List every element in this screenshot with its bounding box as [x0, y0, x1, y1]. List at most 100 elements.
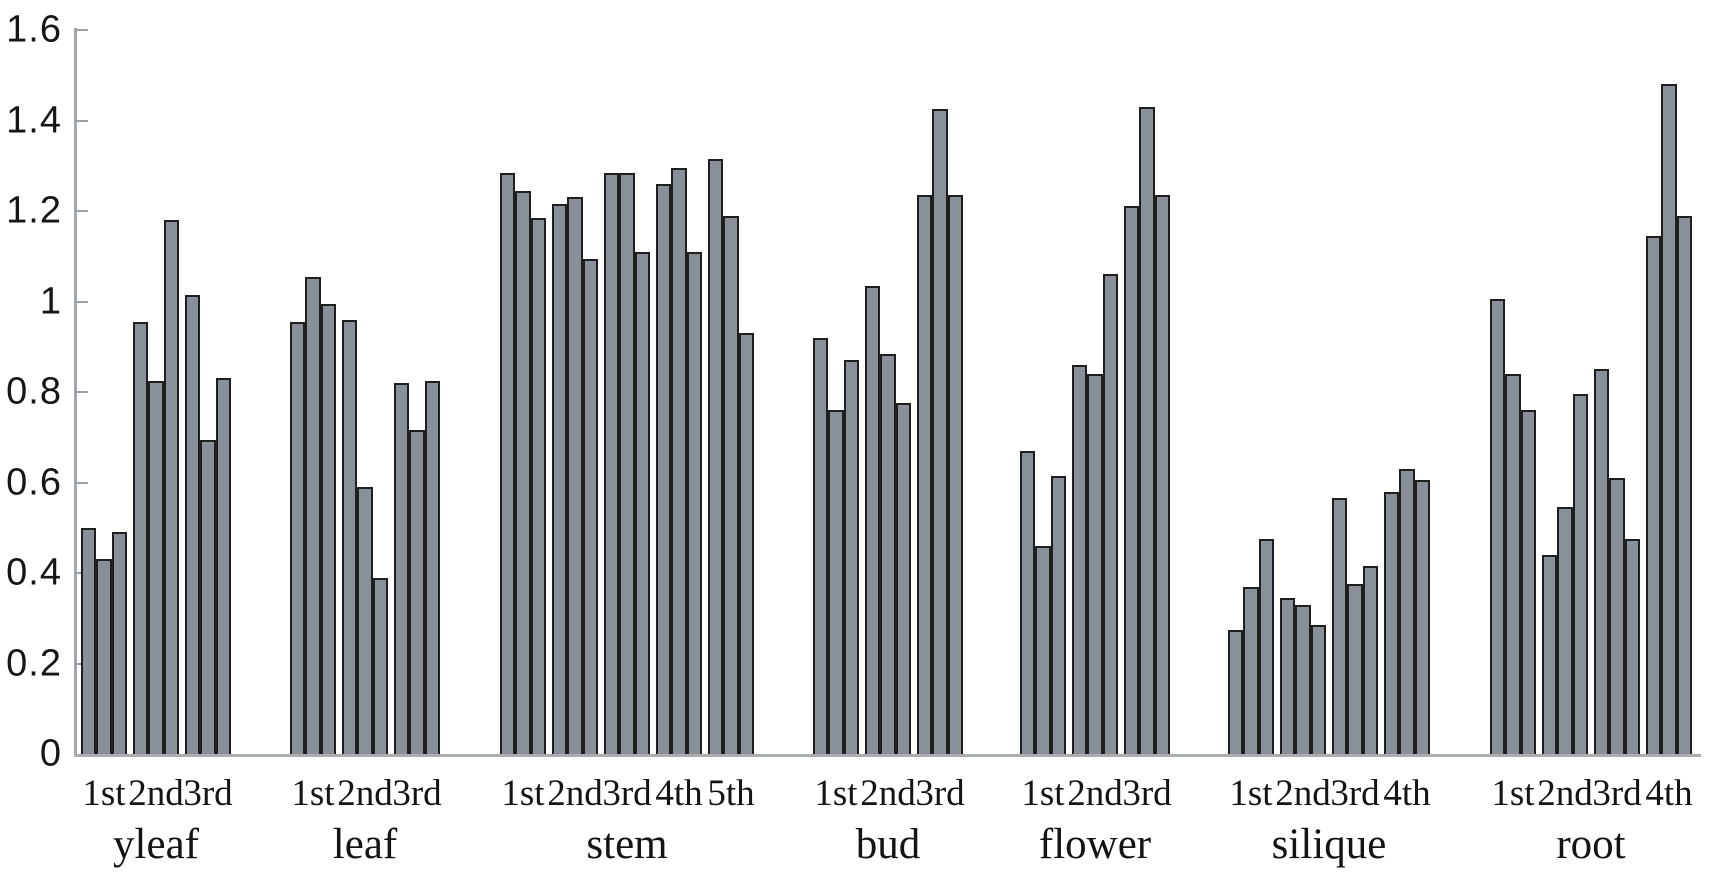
- bar: [148, 380, 164, 754]
- bar: [1102, 274, 1118, 754]
- subgroup-label: 5th: [707, 773, 755, 814]
- bar: [1295, 604, 1311, 754]
- bar: [1384, 491, 1400, 754]
- bar: [604, 172, 620, 754]
- subgroup-label: 3rd: [1330, 773, 1380, 814]
- y-axis-tick: [75, 300, 88, 303]
- y-axis-tick: [75, 29, 88, 31]
- bar: [1609, 477, 1625, 754]
- bar: [723, 215, 739, 754]
- group-label: yleaf: [113, 821, 199, 868]
- bar: [185, 294, 201, 754]
- y-axis-tick-label: 0: [39, 732, 62, 775]
- subgroup-label: 1st: [501, 773, 545, 814]
- subgroup-label: 4th: [1383, 773, 1431, 814]
- y-axis-tick-label: 1.2: [6, 189, 62, 232]
- bar: [305, 276, 321, 754]
- y-axis-tick: [75, 119, 88, 122]
- bar: [1557, 507, 1573, 754]
- bar: [96, 559, 112, 754]
- y-axis-tick-label: 1.4: [6, 99, 62, 141]
- bar: [567, 197, 583, 754]
- bar: [290, 321, 306, 754]
- bar: [1243, 586, 1259, 754]
- bar: [1505, 373, 1521, 754]
- bar: [1572, 394, 1588, 754]
- group-label: flower: [1038, 821, 1152, 868]
- bar: [372, 577, 388, 754]
- bar: [1490, 299, 1506, 754]
- subgroup-label: 4th: [655, 773, 703, 814]
- subgroup-label: 1st: [291, 773, 335, 814]
- bar: [394, 382, 410, 754]
- bar: [1646, 235, 1662, 754]
- subgroup-label: 3rd: [1122, 773, 1172, 814]
- subgroup-label: 2nd: [128, 773, 184, 814]
- bar: [1542, 554, 1558, 754]
- subgroup-label: 4th: [1645, 773, 1693, 814]
- subgroup-label: 3rd: [1592, 773, 1642, 814]
- subgroup-label: 1st: [82, 773, 126, 814]
- bar: [1624, 539, 1640, 754]
- subgroup-label: 2nd: [337, 773, 393, 814]
- y-axis-tick-label: 1.6: [6, 8, 62, 51]
- subgroup-label: 1st: [1021, 773, 1065, 814]
- bar: [320, 303, 336, 754]
- bar: [738, 333, 754, 754]
- bar: [947, 195, 963, 754]
- bar: [81, 527, 97, 754]
- subgroup-label: 2nd: [1537, 773, 1593, 814]
- bar: [1362, 566, 1378, 754]
- bar: [200, 439, 216, 754]
- subgroup-label: 1st: [814, 773, 858, 814]
- bar: [1087, 373, 1103, 754]
- x-axis-line: [73, 754, 1701, 757]
- bar: [1020, 450, 1036, 754]
- bar: [133, 321, 149, 754]
- bar: [1594, 369, 1610, 754]
- bar: [828, 410, 844, 754]
- bar: [1332, 498, 1348, 754]
- subgroup-label: 2nd: [547, 773, 603, 814]
- bar: [1154, 195, 1170, 754]
- bar: [671, 168, 687, 754]
- bar: [708, 158, 724, 754]
- bar: [895, 403, 911, 754]
- subgroup-label: 3rd: [183, 773, 233, 814]
- bar: [619, 172, 635, 754]
- bar: [634, 251, 650, 754]
- bar: [1072, 364, 1088, 754]
- bar: [1347, 584, 1363, 754]
- group-label: silique: [1271, 821, 1387, 868]
- bar: [1124, 206, 1140, 754]
- bar: [865, 285, 881, 754]
- y-axis-tick: [75, 210, 88, 212]
- bar: [1139, 106, 1155, 754]
- bar: [530, 217, 546, 754]
- group-label: stem: [586, 821, 668, 868]
- y-axis-tick-label: 0.6: [6, 461, 62, 503]
- y-axis-tick: [75, 481, 88, 484]
- bar: [686, 251, 702, 754]
- bar: [932, 109, 948, 754]
- group-label: leaf: [332, 821, 398, 868]
- y-axis-tick-label: 0.2: [6, 642, 62, 684]
- group-label: root: [1556, 821, 1626, 868]
- subgroup-label: 2nd: [860, 773, 916, 814]
- bar: [500, 172, 516, 754]
- bar: [342, 319, 358, 754]
- bar: [552, 204, 568, 754]
- y-axis-tick: [75, 391, 88, 393]
- bar: [515, 190, 531, 754]
- bar: [1414, 480, 1430, 754]
- y-axis-tick-label: 0.4: [6, 551, 62, 594]
- bar: [357, 487, 373, 754]
- bar: [1399, 468, 1415, 754]
- subgroup-label: 3rd: [915, 773, 965, 814]
- bar: [1520, 410, 1536, 754]
- group-label: bud: [855, 821, 921, 868]
- bar: [582, 258, 598, 754]
- bar: [880, 353, 896, 754]
- bar: [843, 360, 859, 754]
